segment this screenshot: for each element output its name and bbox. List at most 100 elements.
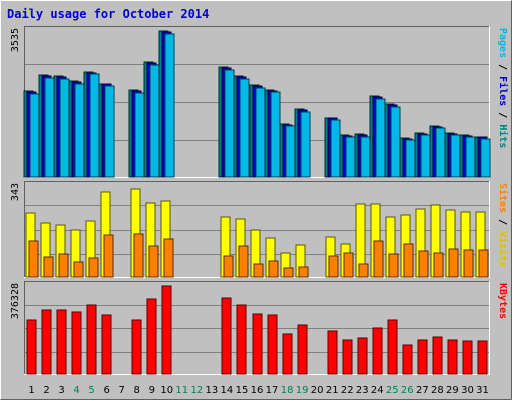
hits-bar-pages-day-25: [390, 106, 401, 178]
kbytes-bar-kbytes-day-16: [252, 313, 263, 375]
visits-bar-sites-day-6: [103, 234, 114, 278]
x-tick-label-day-28: 28: [431, 385, 444, 396]
kbytes-bar-kbytes-day-2: [41, 309, 52, 375]
kbytes-bar-kbytes-day-28: [432, 336, 443, 375]
visits-bar-sites-day-22: [343, 252, 354, 278]
kbytes-bar-kbytes-day-6: [101, 314, 112, 375]
x-tick-label-day-7: 7: [119, 385, 125, 396]
panel-kbytes: 376328 KBytes: [10, 281, 508, 375]
kbytes-bar-kbytes-day-17: [267, 314, 278, 375]
kbytes-bar-kbytes-day-31: [477, 340, 488, 375]
legend-entry: Pages: [497, 28, 508, 58]
kbytes-bar-kbytes-day-1: [26, 319, 37, 375]
kbytes-bar-kbytes-day-29: [447, 339, 458, 375]
kbytes-bar-kbytes-day-9: [146, 298, 157, 375]
visits-bar-sites-day-30: [463, 249, 474, 278]
chart-panels: 3535 Pages / Files / Hits 343 Sites / Visit…: [10, 26, 509, 375]
legend-entry: KBytes: [497, 283, 508, 319]
visits-bar-sites-day-15: [238, 245, 249, 278]
visits-bar-sites-day-28: [433, 252, 444, 278]
x-tick-label-day-6: 6: [104, 385, 110, 396]
hits-ymax-label: 3535: [10, 28, 21, 52]
hits-bar-pages-day-27: [420, 134, 431, 178]
kbytes-bar-kbytes-day-3: [56, 309, 67, 375]
x-tick-label-day-8: 8: [134, 385, 140, 396]
x-tick-label-day-16: 16: [251, 385, 264, 396]
x-tick-label-day-14: 14: [221, 385, 234, 396]
x-tick-label-day-31: 31: [476, 385, 489, 396]
kbytes-legend: KBytes: [497, 283, 508, 319]
kbytes-bar-kbytes-day-25: [387, 319, 398, 375]
visits-bar-sites-day-25: [388, 253, 399, 278]
visits-bar-sites-day-10: [163, 238, 174, 278]
visits-legend: Sites / Visits: [497, 183, 509, 267]
kbytes-bar-kbytes-day-19: [297, 324, 308, 375]
x-tick-label-day-21: 21: [326, 385, 339, 396]
x-tick-label-day-1: 1: [28, 385, 34, 396]
hits-legend: Pages / Files / Hits: [497, 28, 509, 148]
x-tick-label-day-20: 20: [311, 385, 324, 396]
x-tick-label-day-26: 26: [401, 385, 414, 396]
x-tick-label-day-5: 5: [88, 385, 94, 396]
kbytes-bar-kbytes-day-23: [357, 337, 368, 375]
x-tick-label-day-25: 25: [386, 385, 399, 396]
kbytes-bar-kbytes-day-21: [327, 330, 338, 375]
x-tick-label-day-13: 13: [206, 385, 219, 396]
kbytes-bar-kbytes-day-10: [161, 285, 172, 375]
hits-bar-pages-day-3: [59, 78, 70, 178]
hits-bar-pages-day-22: [345, 136, 356, 178]
visits-bar-sites-day-3: [58, 253, 69, 278]
hits-bar-pages-day-31: [480, 138, 491, 178]
hits-bar-pages-day-29: [450, 134, 461, 178]
kbytes-bar-kbytes-day-8: [131, 319, 142, 375]
x-tick-label-day-23: 23: [356, 385, 369, 396]
x-tick-label-day-29: 29: [446, 385, 459, 396]
visits-bar-sites-day-17: [268, 260, 279, 278]
x-tick-label-day-17: 17: [266, 385, 279, 396]
hits-bar-pages-day-23: [360, 136, 371, 178]
hits-bar-pages-day-24: [375, 98, 386, 178]
kbytes-bar-kbytes-day-4: [71, 311, 82, 375]
legend-entry: /: [497, 106, 508, 124]
hits-bar-pages-day-21: [330, 119, 341, 178]
hits-bar-pages-day-1: [29, 93, 40, 178]
hits-bar-pages-day-15: [239, 78, 250, 178]
visits-bar-sites-day-31: [478, 249, 489, 278]
x-tick-label-day-10: 10: [160, 385, 173, 396]
hits-bar-pages-day-9: [149, 64, 160, 178]
x-tick-label-day-30: 30: [461, 385, 474, 396]
x-tick-label-day-4: 4: [73, 385, 79, 396]
x-tick-label-day-22: 22: [341, 385, 354, 396]
x-tick-label-day-18: 18: [281, 385, 294, 396]
kbytes-bar-kbytes-day-5: [86, 304, 97, 375]
kbytes-bar-kbytes-day-18: [282, 333, 293, 375]
x-tick-label-day-12: 12: [191, 385, 204, 396]
visits-bar-sites-day-16: [253, 263, 264, 278]
hits-bar-pages-day-28: [435, 127, 446, 178]
hits-bar-pages-day-19: [300, 111, 311, 178]
kbytes-bar-kbytes-day-14: [221, 297, 232, 375]
x-tick-label-day-27: 27: [416, 385, 429, 396]
visits-bar-sites-day-29: [448, 248, 459, 278]
kbytes-bar-kbytes-day-22: [342, 339, 353, 375]
visits-bar-sites-day-24: [373, 240, 384, 278]
visits-bar-sites-day-2: [43, 256, 54, 278]
visits-bar-sites-day-26: [403, 243, 414, 278]
kbytes-bar-kbytes-day-24: [372, 327, 383, 375]
hits-bar-pages-day-16: [255, 87, 266, 178]
kbytes-bar-kbytes-day-30: [462, 340, 473, 375]
legend-entry: /: [497, 58, 508, 76]
visits-bar-sites-day-18: [283, 267, 294, 278]
visits-bar-sites-day-8: [133, 233, 144, 278]
kbytes-ymax-label: 376328: [10, 283, 21, 319]
x-axis-tick-labels: 1 2 3 4 5 6 7 8 9 10 11 12 13 14 15 16 17 18 19 20 21 22 23 24 2…: [28, 385, 489, 396]
legend-entry: Visits: [497, 231, 509, 267]
x-tick-label-day-24: 24: [371, 385, 384, 396]
visits-ymax-label: 343: [10, 183, 21, 201]
hits-bar-pages-day-26: [405, 139, 416, 178]
kbytes-bar-kbytes-day-27: [417, 339, 428, 375]
visits-bar-sites-day-14: [223, 255, 234, 278]
visits-bar-sites-day-5: [88, 257, 99, 278]
hits-bar-pages-day-18: [285, 125, 296, 178]
